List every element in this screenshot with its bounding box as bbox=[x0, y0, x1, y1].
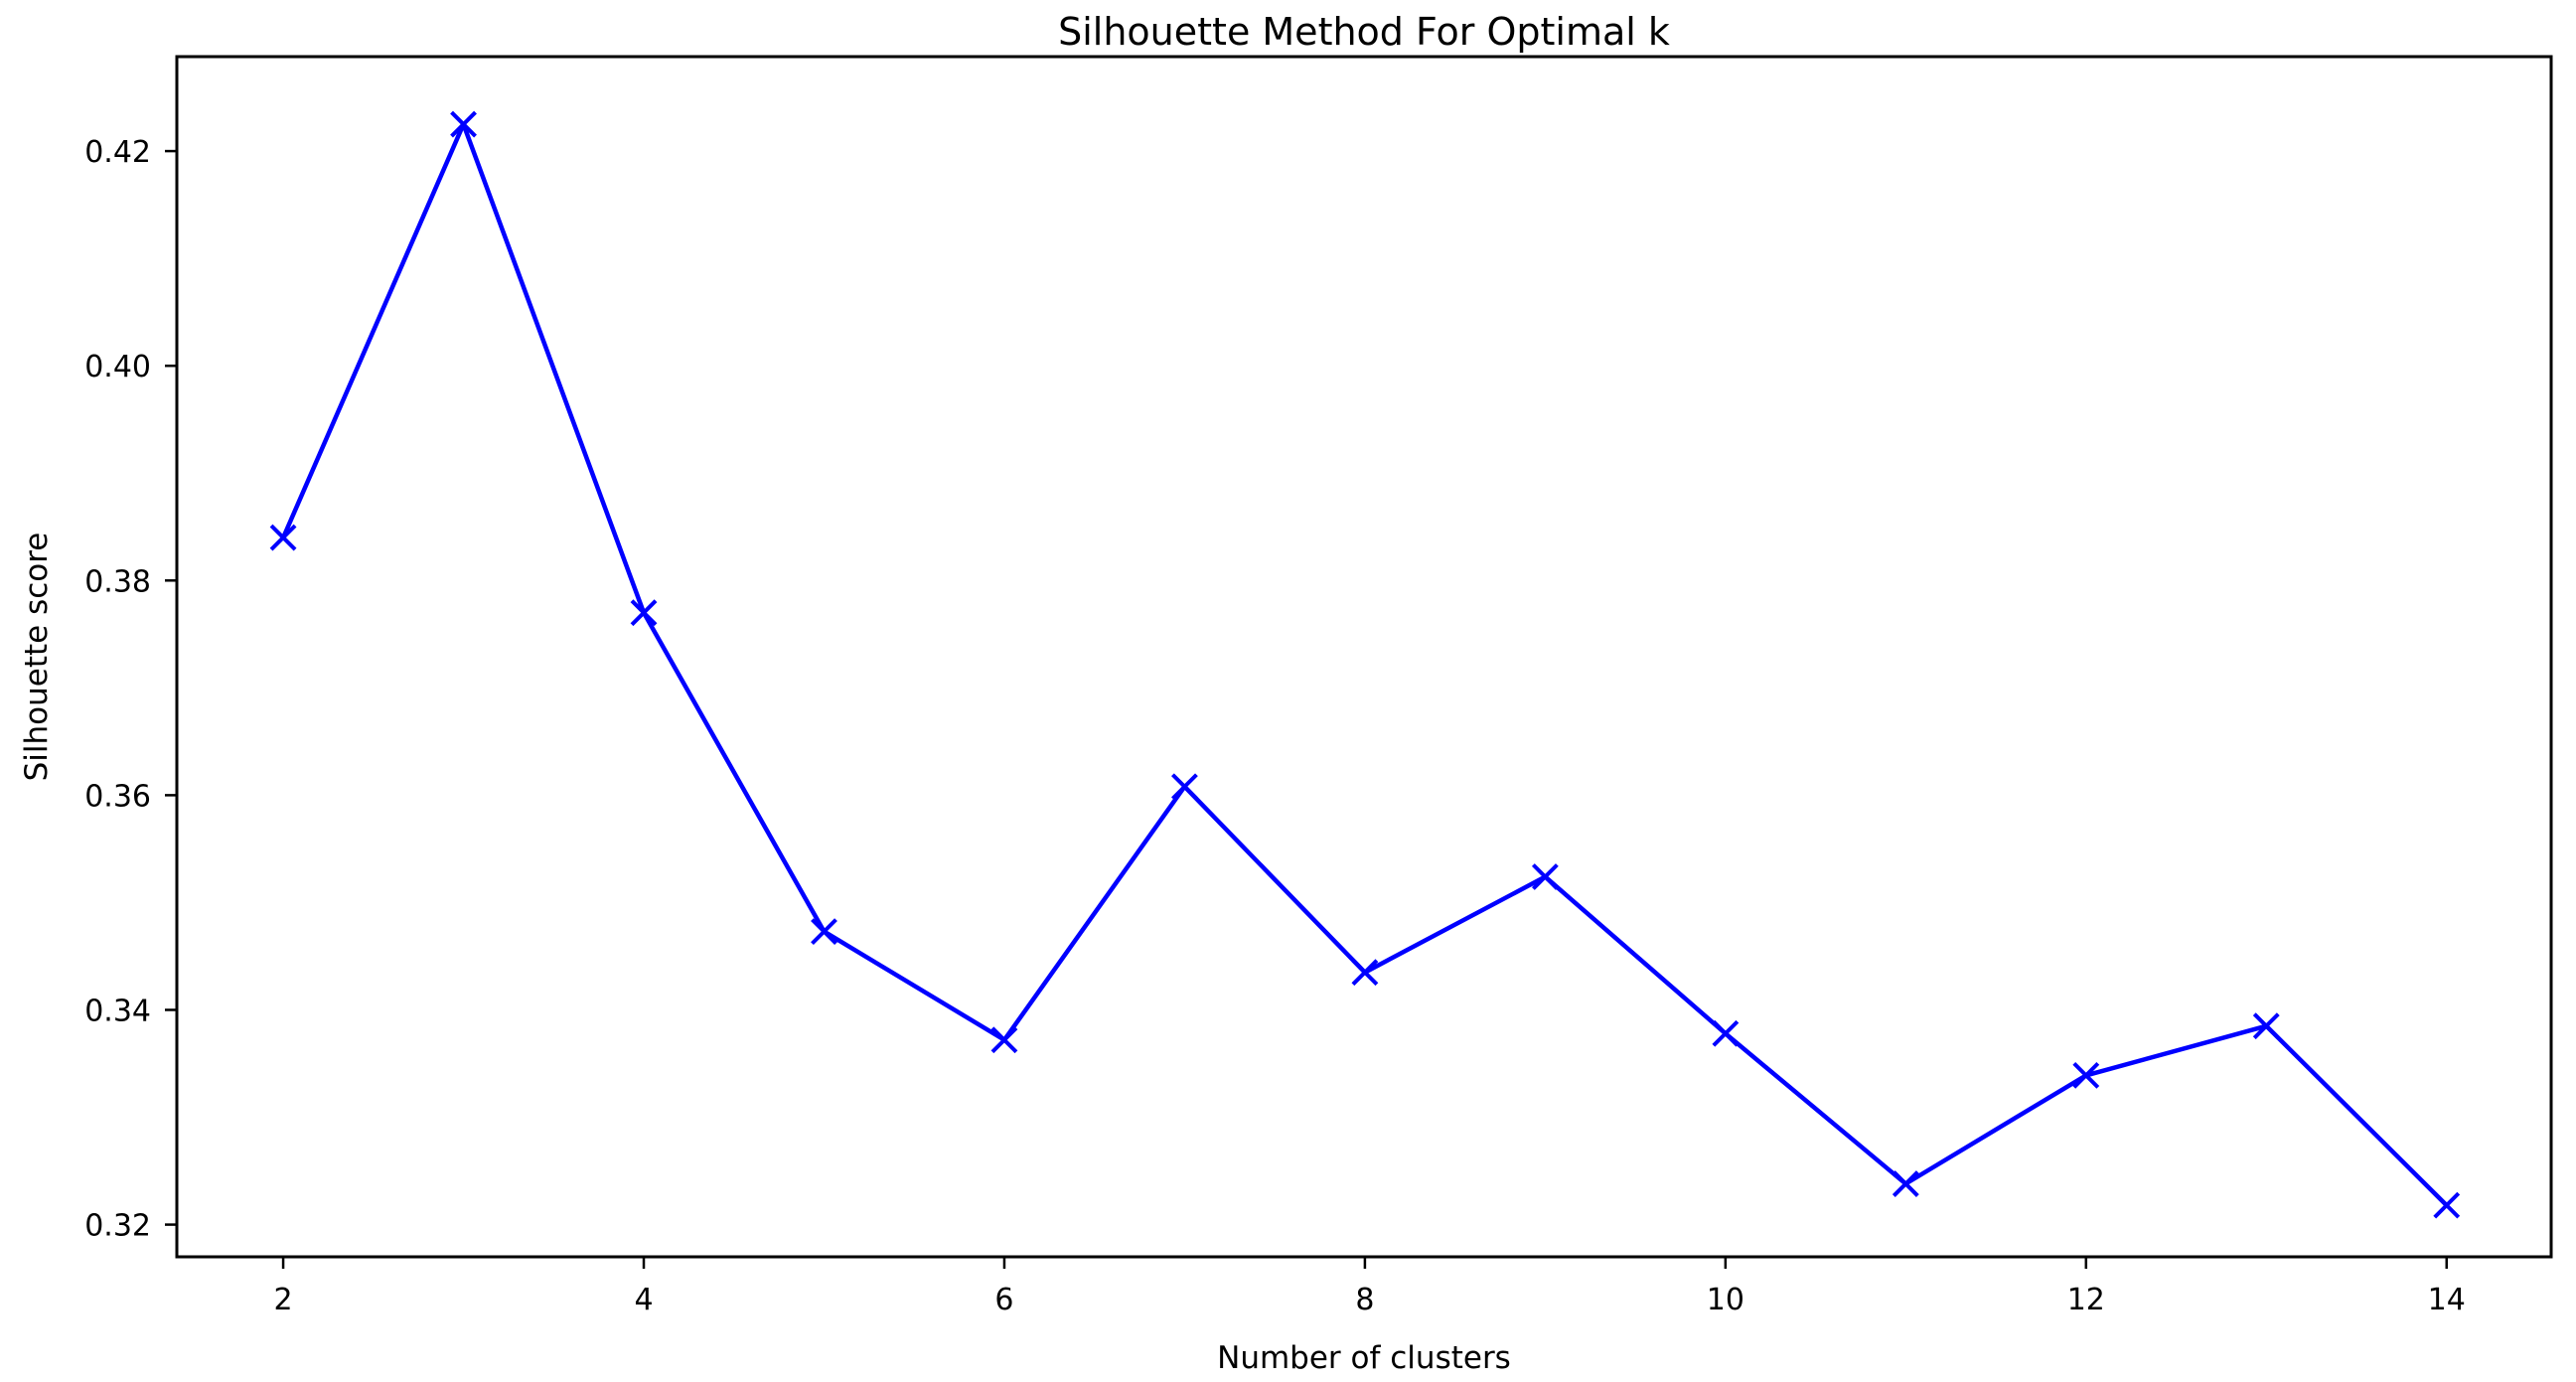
y-tick-label: 0.34 bbox=[84, 994, 151, 1028]
x-axis-label: Number of clusters bbox=[1217, 1340, 1511, 1376]
data-point-marker bbox=[630, 599, 658, 627]
x-tick-label: 6 bbox=[994, 1283, 1013, 1317]
x-tick-label: 14 bbox=[2428, 1283, 2466, 1317]
data-point-marker bbox=[269, 524, 297, 551]
x-tick-label: 10 bbox=[1707, 1283, 1744, 1317]
data-point-marker bbox=[1892, 1170, 1919, 1197]
data-markers bbox=[269, 110, 2461, 1219]
data-point-marker bbox=[1171, 773, 1198, 801]
x-tick-label: 8 bbox=[1355, 1283, 1374, 1317]
data-point-marker bbox=[2252, 1012, 2280, 1040]
data-point-marker bbox=[2072, 1061, 2100, 1089]
data-point-marker bbox=[1712, 1019, 1740, 1047]
y-tick-label: 0.40 bbox=[84, 350, 151, 384]
data-point-marker bbox=[811, 918, 837, 946]
y-tick-label: 0.42 bbox=[84, 135, 151, 170]
data-point-marker bbox=[1351, 959, 1379, 987]
y-tick-label: 0.38 bbox=[84, 564, 151, 599]
x-axis-ticks: 2 4 6 8 10 12 14 bbox=[274, 1257, 2466, 1317]
y-axis-label: Silhouette score bbox=[19, 533, 55, 782]
data-point-marker bbox=[1531, 863, 1559, 890]
y-axis-ticks: 0.32 0.34 0.36 0.38 0.40 0.42 bbox=[84, 135, 177, 1244]
x-tick-label: 12 bbox=[2067, 1283, 2105, 1317]
plot-area: 2 4 6 8 10 12 14 0.32 0.34 0.36 0.38 0.40 0.42 bbox=[84, 55, 2553, 1317]
data-point-marker bbox=[2433, 1191, 2461, 1219]
data-point-marker bbox=[990, 1026, 1018, 1054]
plot-border bbox=[175, 55, 2553, 1259]
x-tick-label: 4 bbox=[634, 1283, 653, 1317]
x-tick-label: 2 bbox=[274, 1283, 293, 1317]
chart-title: Silhouette Method For Optimal k bbox=[1058, 10, 1670, 54]
data-line bbox=[280, 121, 2449, 1208]
y-tick-label: 0.36 bbox=[84, 779, 151, 814]
data-point-marker bbox=[450, 110, 477, 138]
y-tick-label: 0.32 bbox=[84, 1209, 151, 1244]
